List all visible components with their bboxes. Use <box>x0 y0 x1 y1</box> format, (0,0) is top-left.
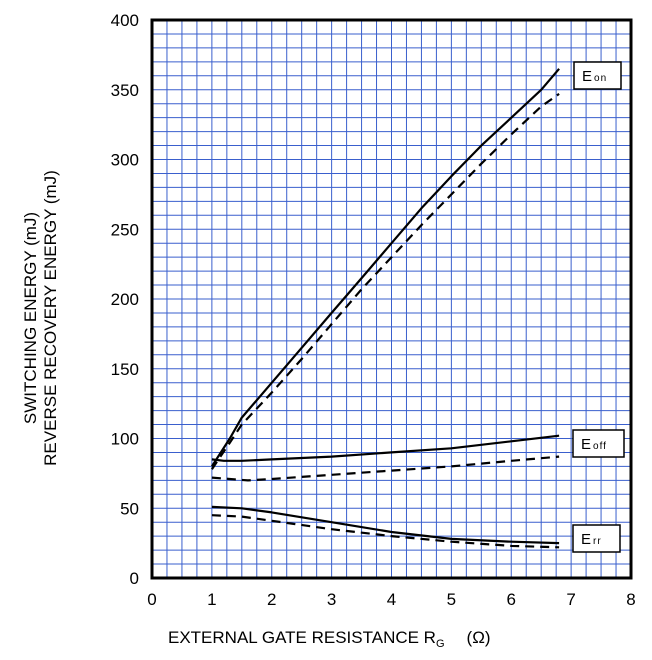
y-axis-label-line2: REVERSE RECOVERY ENERGY (mJ) <box>41 170 60 466</box>
series-line-err-dashed <box>211 514 560 549</box>
series-label-box <box>572 429 625 458</box>
x-tick-label: 6 <box>507 590 516 609</box>
y-axis-label-line1: SWITCHING ENERGY (mJ) <box>21 212 40 424</box>
y-tick-label: 200 <box>111 290 139 309</box>
x-tick-label: 1 <box>207 590 216 609</box>
series-lines <box>210 68 560 549</box>
series-line-eon-dashed <box>210 93 560 470</box>
x-axis-label-main: EXTERNAL GATE RESISTANCE R <box>168 628 436 647</box>
x-tick-label: 7 <box>566 590 575 609</box>
y-tick-label: 250 <box>111 220 139 239</box>
x-axis-label-unit: (Ω) <box>467 628 491 647</box>
y-tick-label: 100 <box>111 430 139 449</box>
x-tick-label: 5 <box>447 590 456 609</box>
series-line-eoff-dashed <box>211 455 560 482</box>
y-tick-label: 150 <box>111 360 139 379</box>
y-tick-label: 50 <box>120 499 139 518</box>
x-tick-label: 4 <box>387 590 396 609</box>
series-line-err <box>211 505 560 545</box>
x-axis-label-sub: G <box>436 638 445 650</box>
series-line-eon <box>210 68 560 467</box>
y-tick-label: 350 <box>111 81 139 100</box>
x-tick-label: 0 <box>147 590 156 609</box>
series-label-box <box>573 61 622 90</box>
x-tick-label: 8 <box>626 590 635 609</box>
x-axis-label: EXTERNAL GATE RESISTANCE RG (Ω) <box>168 628 491 650</box>
y-tick-label: 300 <box>111 151 139 170</box>
y-axis-label: SWITCHING ENERGY (mJ) REVERSE RECOVERY E… <box>21 170 60 466</box>
series-label-box <box>572 524 621 553</box>
x-tick-label: 2 <box>267 590 276 609</box>
tick-labels: 0 1 2 3 4 5 6 7 8 0 50 100 150 200 250 300 350 400 <box>111 11 636 609</box>
x-tick-label: 3 <box>327 590 336 609</box>
plot-frame <box>150 18 633 580</box>
series-line-eoff <box>211 434 560 462</box>
y-tick-label: 0 <box>130 569 139 588</box>
y-tick-label: 400 <box>111 11 139 30</box>
grid <box>151 19 632 579</box>
